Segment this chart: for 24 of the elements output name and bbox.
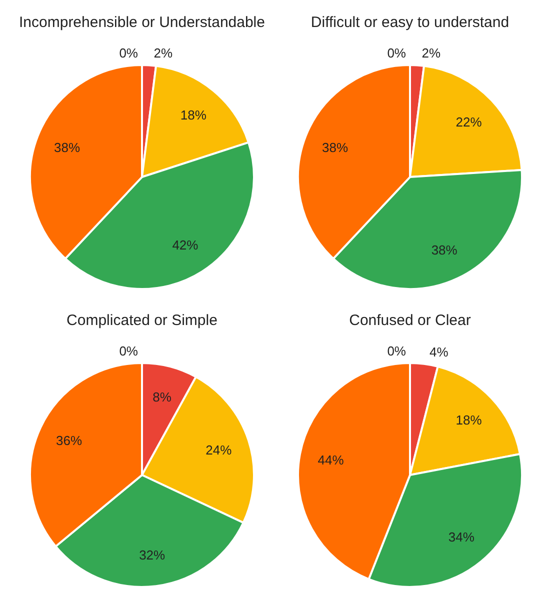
data-label: 36% bbox=[56, 433, 82, 448]
text: 0% bbox=[387, 46, 406, 60]
data-label: 2% bbox=[422, 46, 442, 61]
data-label: 32% bbox=[139, 548, 166, 563]
data-label: 38% bbox=[322, 140, 348, 155]
text: 0% bbox=[119, 344, 138, 358]
chart-title: Difficult or easy to understand bbox=[310, 13, 510, 33]
data-label: 24% bbox=[206, 442, 232, 458]
data-label: 8% bbox=[152, 389, 172, 404]
data-label: 38% bbox=[431, 242, 458, 258]
data-label: 34% bbox=[448, 530, 475, 545]
data-label: 22% bbox=[456, 114, 482, 130]
data-label: 18% bbox=[456, 412, 482, 428]
data-label: 42% bbox=[172, 238, 199, 253]
text: 0% bbox=[119, 46, 138, 60]
data-label: 2% bbox=[154, 46, 174, 61]
data-label: 4% bbox=[430, 344, 449, 360]
chart-title: Complicated or Simple bbox=[66, 311, 218, 331]
data-label: 38% bbox=[54, 140, 80, 155]
text: 0% bbox=[387, 344, 406, 358]
chart-title: Incomprehensible or Understandable bbox=[18, 13, 266, 33]
data-label: 18% bbox=[180, 107, 207, 122]
data-label: 44% bbox=[318, 452, 344, 468]
chart-title: Confused or Clear bbox=[348, 311, 472, 331]
